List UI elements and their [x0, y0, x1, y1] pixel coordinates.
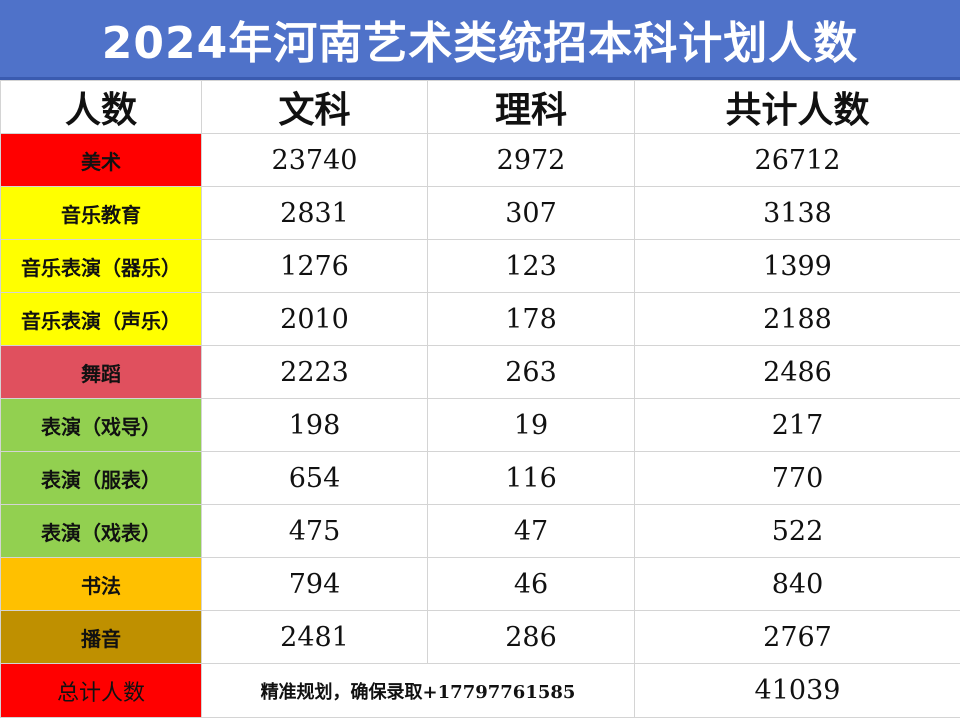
- category-cell: 音乐表演（声乐）: [1, 293, 202, 346]
- category-cell: 播音: [1, 611, 202, 664]
- like-cell: 178: [428, 293, 635, 346]
- like-cell: 46: [428, 558, 635, 611]
- header-like: 理科: [428, 81, 635, 134]
- wenke-cell: 23740: [202, 134, 428, 187]
- header-wenke: 文科: [202, 81, 428, 134]
- wenke-cell: 475: [202, 505, 428, 558]
- total-cell: 1399: [635, 240, 960, 293]
- table-row: 舞蹈 2223 263 2486: [1, 346, 960, 399]
- like-cell: 307: [428, 187, 635, 240]
- category-cell: 表演（戏导）: [1, 399, 202, 452]
- table-row: 播音 2481 286 2767: [1, 611, 960, 664]
- table-row: 美术 23740 2972 26712: [1, 134, 960, 187]
- like-cell: 2972: [428, 134, 635, 187]
- table-row: 音乐教育 2831 307 3138: [1, 187, 960, 240]
- total-cell: 770: [635, 452, 960, 505]
- total-cell: 217: [635, 399, 960, 452]
- total-cell: 2767: [635, 611, 960, 664]
- like-cell: 116: [428, 452, 635, 505]
- like-cell: 123: [428, 240, 635, 293]
- category-cell: 表演（戏表）: [1, 505, 202, 558]
- like-cell: 19: [428, 399, 635, 452]
- header-row: 人数 文科 理科 共计人数: [1, 81, 960, 134]
- wenke-cell: 794: [202, 558, 428, 611]
- wenke-cell: 198: [202, 399, 428, 452]
- table-row: 表演（戏表） 475 47 522: [1, 505, 960, 558]
- like-cell: 47: [428, 505, 635, 558]
- total-cell: 3138: [635, 187, 960, 240]
- total-cell: 522: [635, 505, 960, 558]
- header-total: 共计人数: [635, 81, 960, 134]
- total-cell: 2188: [635, 293, 960, 346]
- table-row: 表演（服表） 654 116 770: [1, 452, 960, 505]
- total-cell: 26712: [635, 134, 960, 187]
- total-cell: 840: [635, 558, 960, 611]
- wenke-cell: 1276: [202, 240, 428, 293]
- page-title: 2024年河南艺术类统招本科计划人数: [0, 0, 960, 80]
- category-cell: 音乐教育: [1, 187, 202, 240]
- total-cell: 2486: [635, 346, 960, 399]
- wenke-cell: 2831: [202, 187, 428, 240]
- grand-total: 41039: [635, 664, 960, 718]
- total-row: 总计人数 精准规划，确保录取+17797761585 41039: [1, 664, 960, 718]
- header-label: 人数: [1, 81, 202, 134]
- wenke-cell: 2223: [202, 346, 428, 399]
- category-cell: 舞蹈: [1, 346, 202, 399]
- like-cell: 263: [428, 346, 635, 399]
- wenke-cell: 2010: [202, 293, 428, 346]
- category-cell: 书法: [1, 558, 202, 611]
- category-cell: 表演（服表）: [1, 452, 202, 505]
- category-cell: 音乐表演（器乐）: [1, 240, 202, 293]
- table-row: 书法 794 46 840: [1, 558, 960, 611]
- total-label: 总计人数: [1, 664, 202, 718]
- table-row: 音乐表演（声乐） 2010 178 2188: [1, 293, 960, 346]
- like-cell: 286: [428, 611, 635, 664]
- wenke-cell: 2481: [202, 611, 428, 664]
- table-row: 音乐表演（器乐） 1276 123 1399: [1, 240, 960, 293]
- category-cell: 美术: [1, 134, 202, 187]
- table-row: 表演（戏导） 198 19 217: [1, 399, 960, 452]
- promo-note: 精准规划，确保录取+17797761585: [202, 664, 635, 718]
- wenke-cell: 654: [202, 452, 428, 505]
- plan-table: 人数 文科 理科 共计人数 美术 23740 2972 26712 音乐教育 2…: [0, 80, 960, 718]
